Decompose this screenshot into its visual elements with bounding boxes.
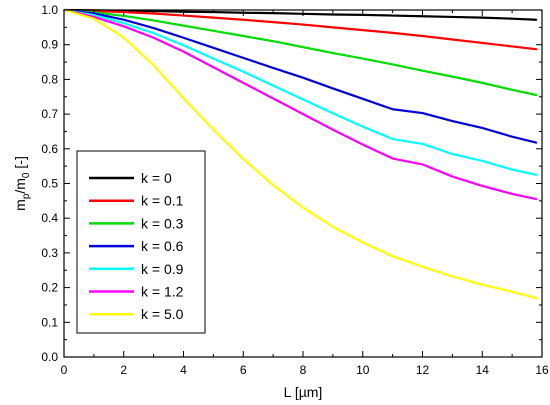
y-tick-label: 0.2 [41, 281, 58, 295]
y-tick-label: 0.5 [41, 177, 58, 191]
y-tick-label: 0.8 [41, 72, 58, 86]
legend-label-5: k = 1.2 [141, 284, 184, 300]
y-tick-label: 0.9 [41, 38, 58, 52]
series-line-5 [62, 8, 538, 201]
y-tick-label: 0.0 [41, 350, 58, 364]
legend: k = 0 k = 0.1 k = 0.3 k = 0.6 k = 0.9 k = 1.2… [76, 150, 206, 334]
series-lines [62, 8, 538, 300]
y-axis-title-unit: [-] [12, 156, 28, 172]
y-tick-label: 0.3 [41, 246, 58, 260]
x-tick-label: 12 [416, 363, 430, 377]
x-tick-label: 14 [476, 363, 490, 377]
y-axis-title: mp/m0 [-] [12, 156, 32, 211]
x-tick-label: 4 [180, 363, 187, 377]
y-axis-title-mid: /m [12, 178, 28, 194]
y-tick-label: 0.6 [41, 142, 58, 156]
series-line-2 [62, 8, 538, 97]
x-tick-label: 16 [535, 363, 549, 377]
legend-label-4: k = 0.9 [141, 261, 184, 277]
x-tick-label: 2 [120, 363, 127, 377]
legend-label-0: k = 0 [141, 170, 172, 186]
series-line-4 [62, 8, 538, 176]
y-axis-title-sub2: 0 [21, 172, 32, 178]
y-axis-title-sub1: p [21, 193, 32, 199]
legend-label-6: k = 5.0 [141, 306, 184, 322]
series-line-1 [62, 8, 538, 51]
x-axis-ticks: 0 2 4 6 8 10 12 14 16 [61, 10, 549, 377]
y-axis-title-base: m [12, 199, 28, 211]
legend-label-2: k = 0.3 [141, 215, 184, 231]
x-tick-label: 10 [356, 363, 370, 377]
legend-label-1: k = 0.1 [141, 193, 184, 209]
series-line-6 [62, 8, 538, 300]
y-axis-ticks: 0.0 0.1 0.2 0.3 0.4 0.5 0.6 0.7 0.8 0.9 1.0 [41, 3, 542, 364]
x-tick-label: 6 [240, 363, 247, 377]
y-tick-label: 0.7 [41, 107, 58, 121]
x-axis-title: L [µm] [284, 384, 323, 400]
x-tick-label: 0 [61, 363, 68, 377]
legend-box [76, 150, 206, 334]
y-tick-label: 1.0 [41, 3, 58, 17]
y-tick-label: 0.1 [41, 315, 58, 329]
series-line-3 [62, 8, 538, 144]
y-tick-label: 0.4 [41, 211, 58, 225]
x-tick-label: 8 [300, 363, 307, 377]
legend-label-3: k = 0.6 [141, 238, 184, 254]
